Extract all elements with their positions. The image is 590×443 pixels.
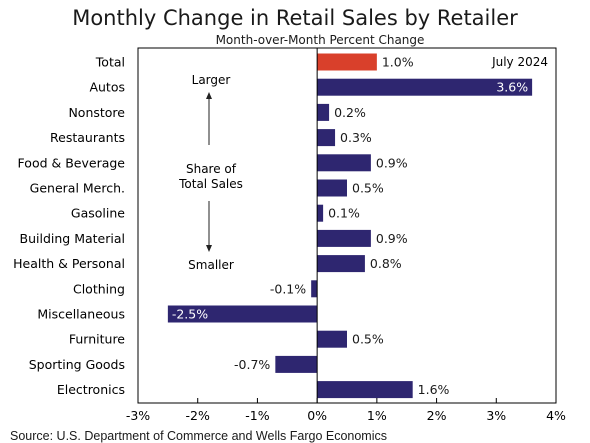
y-tick-label-6: Gasoline — [71, 206, 125, 221]
bar-10 — [167, 305, 318, 323]
x-tick-label-1: -2% — [186, 408, 210, 423]
value-label-13: 1.6% — [418, 382, 450, 397]
value-label-0: 1.0% — [382, 55, 414, 70]
x-tick-label-7: 4% — [546, 408, 566, 423]
y-tick-label-13: Electronics — [57, 382, 125, 397]
value-label-3: 0.3% — [340, 130, 372, 145]
value-label-9: -0.1% — [270, 281, 306, 296]
chart-subtitle: Month-over-Month Percent Change — [215, 33, 425, 47]
x-tick-label-2: -1% — [245, 408, 269, 423]
x-tick-label-3: 0% — [307, 408, 327, 423]
value-label-10: -2.5% — [172, 307, 208, 322]
annotation-share-line-0: Share of — [186, 162, 237, 176]
y-tick-label-9: Clothing — [73, 281, 125, 296]
bar-7 — [317, 229, 371, 247]
y-tick-label-10: Miscellaneous — [37, 307, 125, 322]
y-tick-label-7: Building Material — [20, 231, 125, 246]
value-label-2: 0.2% — [334, 105, 366, 120]
y-tick-label-3: Restaurants — [50, 130, 125, 145]
value-label-12: -0.7% — [234, 357, 270, 372]
bar-11 — [317, 330, 347, 348]
value-label-11: 0.5% — [352, 332, 384, 347]
y-tick-label-1: Autos — [89, 80, 125, 95]
bar-9 — [311, 280, 318, 298]
annotation-smaller: Smaller — [188, 258, 234, 272]
x-tick-label-4: 1% — [367, 408, 387, 423]
annotation-share: Share of Total Sales — [178, 162, 243, 191]
x-tick-label-5: 2% — [427, 408, 447, 423]
bar-0 — [317, 53, 377, 71]
x-tick-label-0: -3% — [126, 408, 150, 423]
bar-5 — [317, 179, 347, 197]
y-tick-label-12: Sporting Goods — [29, 357, 125, 372]
y-tick-label-8: Health & Personal — [13, 256, 125, 271]
y-tick-label-4: Food & Beverage — [18, 155, 126, 170]
bar-6 — [317, 204, 324, 222]
arrow-down-icon — [206, 201, 212, 252]
bar-2 — [317, 103, 330, 121]
bar-13 — [317, 381, 413, 399]
value-label-1: 3.6% — [496, 80, 528, 95]
y-tick-label-5: General Merch. — [30, 181, 125, 196]
value-label-6: 0.1% — [328, 206, 360, 221]
arrow-up-icon — [206, 92, 212, 145]
chart-title: Monthly Change in Retail Sales by Retail… — [72, 6, 518, 30]
bar-3 — [317, 129, 336, 147]
x-tick-label-6: 3% — [486, 408, 506, 423]
bar-8 — [317, 255, 365, 273]
y-tick-label-2: Nonstore — [68, 105, 125, 120]
y-tick-label-11: Furniture — [69, 332, 125, 347]
value-label-8: 0.8% — [370, 256, 402, 271]
bar-12 — [275, 355, 318, 373]
y-tick-label-0: Total — [95, 55, 125, 70]
source-note: Source: U.S. Department of Commerce and … — [10, 429, 387, 443]
value-label-5: 0.5% — [352, 181, 384, 196]
value-label-7: 0.9% — [376, 231, 408, 246]
bar-1 — [317, 78, 533, 96]
annotation-larger: Larger — [192, 73, 231, 87]
annotation-share-line-1: Total Sales — [178, 177, 243, 191]
period-label: July 2024 — [491, 55, 548, 69]
plot-frame — [137, 47, 557, 404]
value-label-4: 0.9% — [376, 155, 408, 170]
bar-4 — [317, 154, 371, 172]
